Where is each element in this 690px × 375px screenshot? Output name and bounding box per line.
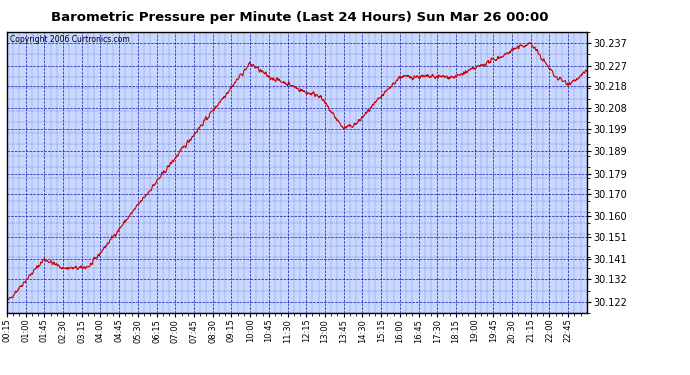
Text: Copyright 2006 Curtronics.com: Copyright 2006 Curtronics.com	[10, 35, 130, 44]
Text: Barometric Pressure per Minute (Last 24 Hours) Sun Mar 26 00:00: Barometric Pressure per Minute (Last 24 …	[51, 11, 549, 24]
